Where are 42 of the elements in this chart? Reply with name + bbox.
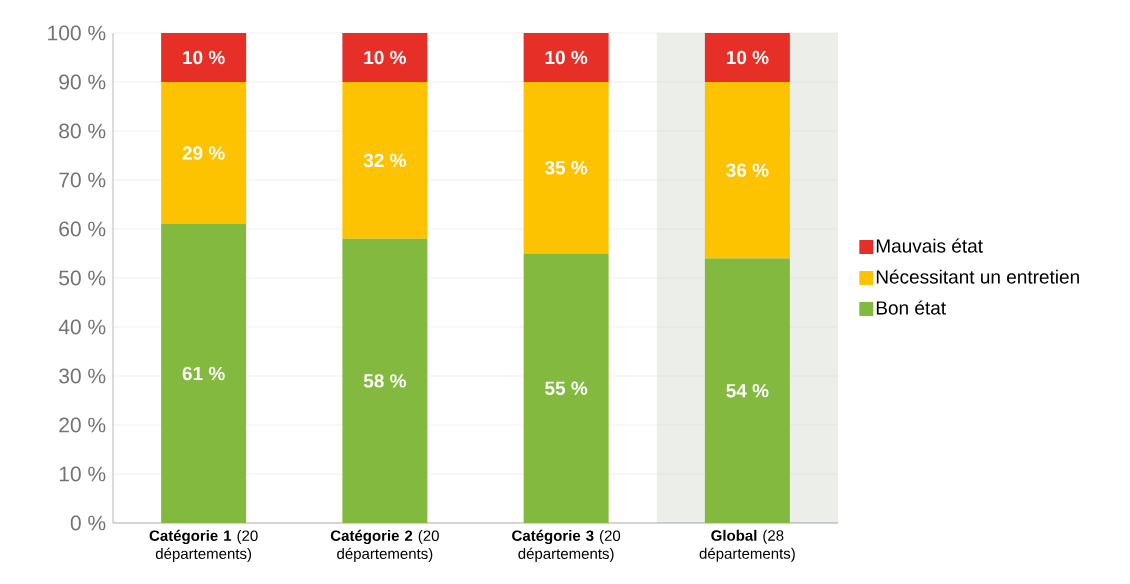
bar: [342, 32, 428, 82]
legend-label: Mauvais état: [876, 238, 983, 253]
y-tick-label: 100 %: [48, 25, 106, 41]
data-label: 10 %: [545, 50, 588, 65]
y-tick-label: 90 %: [59, 74, 106, 90]
data-label: 55 %: [545, 381, 588, 395]
data-label: 10 %: [183, 50, 225, 65]
y-tick-label: 70 %: [59, 172, 106, 188]
x-tick-label: Global (28 départements): [699, 529, 795, 562]
data-label: 10 %: [726, 50, 769, 65]
bar: [523, 253, 609, 523]
y-tick-label: 50 %: [59, 270, 106, 286]
y-tick-label: 30 %: [59, 368, 106, 384]
data-label: 29 %: [182, 146, 225, 160]
y-tick-label: 0 %: [70, 515, 106, 531]
bar: [523, 81, 609, 254]
data-label: 35 %: [544, 161, 588, 175]
legend-label: Nécessitant un entretien: [876, 269, 1079, 284]
x-tick-label: Catégorie 2 (20 départements): [330, 529, 439, 562]
y-tick-label: 40 %: [58, 319, 106, 335]
data-label: 58 %: [363, 374, 407, 388]
data-label: 61 %: [182, 366, 225, 381]
bar: [342, 81, 428, 239]
y-tick-label: 20 %: [59, 417, 106, 433]
bar: [161, 32, 247, 82]
bar: [704, 32, 790, 82]
bar: [523, 32, 609, 82]
data-label: 36 %: [726, 163, 769, 177]
y-tick-label: 60 %: [59, 221, 106, 237]
bar: [161, 224, 247, 523]
bar: [342, 238, 428, 523]
y-tick-label: 10 %: [59, 466, 106, 482]
bar: [704, 81, 790, 259]
data-label: 32 %: [363, 153, 407, 168]
legend-label: Bon état: [876, 300, 946, 315]
x-tick-label: Catégorie 3 (20 départements): [512, 529, 621, 562]
x-tick-label: Catégorie 1 (20 départements): [149, 529, 258, 562]
bar: [704, 258, 790, 523]
bar: [161, 81, 247, 225]
data-label: 54 %: [726, 383, 769, 398]
y-tick-label: 80 %: [59, 123, 106, 139]
data-label: 10 %: [364, 50, 407, 65]
